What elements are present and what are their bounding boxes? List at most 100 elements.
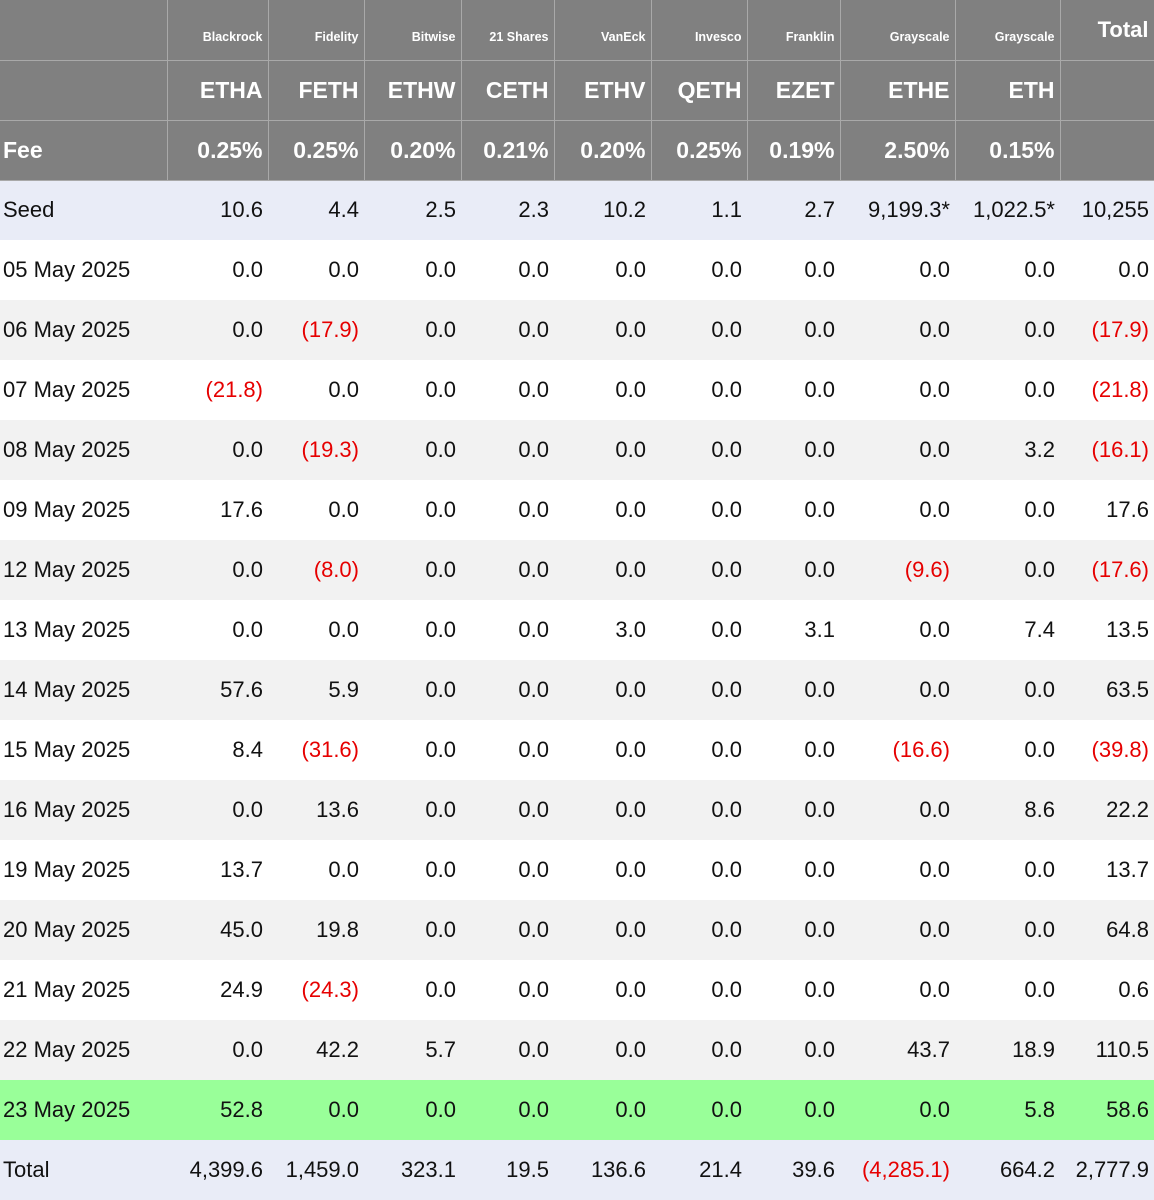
flow-cell: 0.0 bbox=[651, 1020, 747, 1080]
flow-cell: 0.0 bbox=[840, 840, 955, 900]
flow-cell: 0.0 bbox=[461, 300, 554, 360]
flow-cell: 0.0 bbox=[651, 840, 747, 900]
flow-cell: 17.6 bbox=[167, 480, 268, 540]
flow-cell: 0.0 bbox=[554, 300, 651, 360]
ticker-header: EZET bbox=[747, 60, 841, 121]
flow-cell: (24.3) bbox=[268, 960, 364, 1020]
provider-header: VanEck bbox=[554, 0, 652, 61]
flow-cell: (8.0) bbox=[268, 540, 364, 600]
flow-cell: 0.0 bbox=[747, 480, 840, 540]
row-total-cell: 2,777.9 bbox=[1060, 1140, 1154, 1200]
fee-header-row: Fee 0.25% 0.25% 0.20% 0.21% 0.20% 0.25% … bbox=[0, 120, 1154, 181]
flow-cell: 43.7 bbox=[840, 1020, 955, 1080]
provider-header-row: Blackrock Fidelity Bitwise 21 Shares Van… bbox=[0, 0, 1154, 61]
flow-cell: 19.8 bbox=[268, 900, 364, 960]
row-total-cell: 13.5 bbox=[1060, 600, 1154, 660]
table-row: 22 May 2025 0.0 42.2 5.7 0.0 0.0 0.0 0.0 43.7 18.… bbox=[0, 1020, 1154, 1080]
ticker-header: ETHW bbox=[364, 60, 462, 121]
flow-cell: 0.0 bbox=[461, 600, 554, 660]
flow-cell: 0.0 bbox=[461, 960, 554, 1020]
row-label: 13 May 2025 bbox=[0, 600, 167, 660]
flow-cell: 0.0 bbox=[955, 900, 1060, 960]
flow-cell: 0.0 bbox=[554, 1080, 651, 1140]
flow-cell: 8.4 bbox=[167, 720, 268, 780]
flow-cell: 0.0 bbox=[461, 1020, 554, 1080]
flow-cell: 9,199.3* bbox=[840, 180, 955, 240]
flow-cell: 5.9 bbox=[268, 660, 364, 720]
flow-cell: 10.6 bbox=[167, 180, 268, 240]
flow-cell: 0.0 bbox=[747, 1080, 840, 1140]
fee-value: 0.20% bbox=[364, 120, 462, 181]
flow-cell: 0.0 bbox=[554, 840, 651, 900]
flow-cell: 3.0 bbox=[554, 600, 651, 660]
flow-cell: 0.0 bbox=[461, 420, 554, 480]
row-label: 06 May 2025 bbox=[0, 300, 167, 360]
flow-cell: 0.0 bbox=[747, 960, 840, 1020]
flow-cell: 0.0 bbox=[364, 720, 461, 780]
flow-cell: 0.0 bbox=[364, 780, 461, 840]
flow-cell: 0.0 bbox=[651, 540, 747, 600]
fee-value: 0.25% bbox=[651, 120, 748, 181]
flow-cell: 0.0 bbox=[554, 420, 651, 480]
row-total-cell: 64.8 bbox=[1060, 900, 1154, 960]
table-row: 05 May 2025 0.0 0.0 0.0 0.0 0.0 0.0 0.0 0.0 0.0 0.… bbox=[0, 240, 1154, 300]
row-label: 16 May 2025 bbox=[0, 780, 167, 840]
table-body: Seed 10.6 4.4 2.5 2.3 10.2 1.1 2.7 9,199.3* 1,022… bbox=[0, 180, 1154, 1200]
flow-cell: 0.0 bbox=[840, 600, 955, 660]
flow-cell: 0.0 bbox=[167, 600, 268, 660]
fee-value: 0.20% bbox=[554, 120, 652, 181]
table-row: 07 May 2025 (21.8) 0.0 0.0 0.0 0.0 0.0 0.0 0.0 0.… bbox=[0, 360, 1154, 420]
provider-header: Fidelity bbox=[268, 0, 365, 61]
flow-cell: 0.0 bbox=[955, 240, 1060, 300]
fee-label: Fee bbox=[0, 120, 168, 181]
ticker-total-cell bbox=[1060, 60, 1154, 121]
flow-cell: 0.0 bbox=[554, 780, 651, 840]
table-row: 16 May 2025 0.0 13.6 0.0 0.0 0.0 0.0 0.0 0.0 8.6 2… bbox=[0, 780, 1154, 840]
flow-cell: 0.0 bbox=[364, 660, 461, 720]
ticker-corner-cell bbox=[0, 60, 168, 121]
row-total-cell: 58.6 bbox=[1060, 1080, 1154, 1140]
flow-cell: 0.0 bbox=[167, 540, 268, 600]
row-label: 22 May 2025 bbox=[0, 1020, 167, 1080]
flow-cell: 0.0 bbox=[461, 540, 554, 600]
flow-cell: 0.0 bbox=[747, 720, 840, 780]
table-row: 09 May 2025 17.6 0.0 0.0 0.0 0.0 0.0 0.0 0.0 0.0 1… bbox=[0, 480, 1154, 540]
flow-cell: 0.0 bbox=[461, 480, 554, 540]
table-row: 23 May 2025 52.8 0.0 0.0 0.0 0.0 0.0 0.0 0.0 5.8 5… bbox=[0, 1080, 1154, 1140]
flow-cell: 0.0 bbox=[364, 360, 461, 420]
row-label: 23 May 2025 bbox=[0, 1080, 167, 1140]
row-label: 14 May 2025 bbox=[0, 660, 167, 720]
provider-header: Invesco bbox=[651, 0, 748, 61]
flow-cell: 2.7 bbox=[747, 180, 840, 240]
flow-cell: 0.0 bbox=[747, 360, 840, 420]
row-total-cell: 0.6 bbox=[1060, 960, 1154, 1020]
flow-cell: 0.0 bbox=[461, 900, 554, 960]
flow-cell: 0.0 bbox=[840, 360, 955, 420]
flow-cell: (4,285.1) bbox=[840, 1140, 955, 1200]
row-total-cell: 10,255 bbox=[1060, 180, 1154, 240]
row-label: 09 May 2025 bbox=[0, 480, 167, 540]
flow-cell: 0.0 bbox=[268, 600, 364, 660]
flow-cell: 8.6 bbox=[955, 780, 1060, 840]
provider-header: Bitwise bbox=[364, 0, 462, 61]
row-total-cell: (17.9) bbox=[1060, 300, 1154, 360]
row-label: 19 May 2025 bbox=[0, 840, 167, 900]
flow-cell: 0.0 bbox=[461, 360, 554, 420]
flow-cell: 1,459.0 bbox=[268, 1140, 364, 1200]
provider-header: Franklin bbox=[747, 0, 841, 61]
flow-cell: 7.4 bbox=[955, 600, 1060, 660]
row-label: 05 May 2025 bbox=[0, 240, 167, 300]
flow-cell: 664.2 bbox=[955, 1140, 1060, 1200]
flow-cell: 0.0 bbox=[268, 480, 364, 540]
flow-cell: 0.0 bbox=[840, 780, 955, 840]
flow-cell: 3.1 bbox=[747, 600, 840, 660]
flow-cell: 0.0 bbox=[268, 1080, 364, 1140]
ticker-header: QETH bbox=[651, 60, 748, 121]
row-total-cell: (16.1) bbox=[1060, 420, 1154, 480]
flow-cell: 39.6 bbox=[747, 1140, 840, 1200]
flow-cell: 0.0 bbox=[364, 960, 461, 1020]
flow-cell: 0.0 bbox=[461, 720, 554, 780]
flow-cell: 0.0 bbox=[651, 960, 747, 1020]
flow-cell: 18.9 bbox=[955, 1020, 1060, 1080]
fee-value: 2.50% bbox=[840, 120, 956, 181]
